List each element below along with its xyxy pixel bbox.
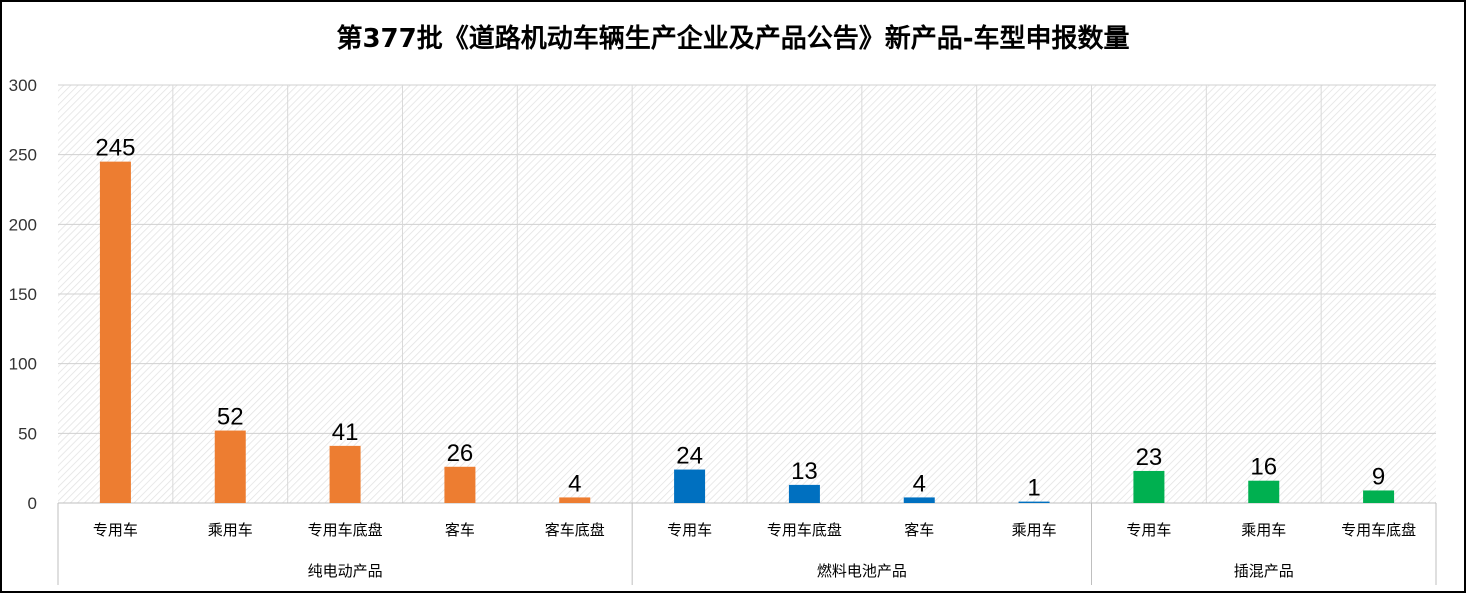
x-tick-label: 专用车	[93, 521, 138, 539]
x-tick-label: 专用车底盘	[767, 521, 842, 539]
x-tick-label: 专用车底盘	[1341, 521, 1416, 539]
x-tick-label: 乘用车	[1012, 521, 1057, 539]
axes: 0 50 100 150 200 250 300 专用车 乘用车 专用车底盘 客车 客车底盘纯电动产品…	[9, 76, 1437, 585]
bar	[1133, 470, 1165, 503]
y-tick-label: 0	[28, 494, 37, 513]
y-tick-label: 50	[18, 424, 37, 443]
x-tick-label: 专用车底盘	[308, 521, 383, 539]
bar	[1018, 501, 1050, 503]
y-tick-label: 300	[9, 76, 37, 95]
bar	[559, 497, 591, 503]
data-label: 26	[447, 440, 474, 467]
chart-title: 第377批《道路机动车辆生产企业及产品公告》新产品-车型申报数量	[336, 24, 1130, 54]
bar	[329, 445, 361, 503]
bar	[99, 161, 131, 503]
data-label: 245	[95, 135, 135, 162]
x-tick-label: 专用车	[667, 521, 712, 539]
data-label: 4	[913, 470, 926, 497]
x-tick-label: 客车	[904, 521, 934, 539]
data-label: 9	[1372, 463, 1385, 490]
data-label: 41	[332, 419, 359, 446]
x-tick-label: 乘用车	[208, 521, 253, 539]
y-tick-label: 150	[9, 285, 37, 304]
x-tick-label: 客车底盘	[545, 521, 605, 539]
x-tick-label: 乘用车	[1241, 521, 1286, 539]
group-label: 纯电动产品	[308, 562, 383, 580]
bars	[99, 161, 1395, 503]
data-label: 52	[217, 404, 244, 431]
y-tick-label: 250	[9, 146, 37, 165]
x-tick-label: 专用车	[1126, 521, 1171, 539]
bar	[444, 466, 476, 503]
data-label: 13	[791, 458, 818, 485]
data-label: 16	[1250, 454, 1277, 481]
data-label: 1	[1027, 475, 1040, 502]
data-label: 23	[1136, 444, 1163, 471]
y-tick-label: 100	[9, 355, 37, 374]
bar	[214, 430, 246, 503]
bar	[674, 469, 706, 503]
data-label: 4	[568, 470, 581, 497]
y-tick-label: 200	[9, 215, 37, 234]
bar	[788, 484, 820, 503]
group-label: 燃料电池产品	[817, 562, 907, 580]
group-label: 插混产品	[1234, 562, 1294, 580]
bar	[903, 497, 935, 503]
x-tick-label: 客车	[445, 521, 475, 539]
bar	[1363, 490, 1395, 503]
bar	[1248, 480, 1280, 503]
data-label: 24	[676, 443, 703, 470]
